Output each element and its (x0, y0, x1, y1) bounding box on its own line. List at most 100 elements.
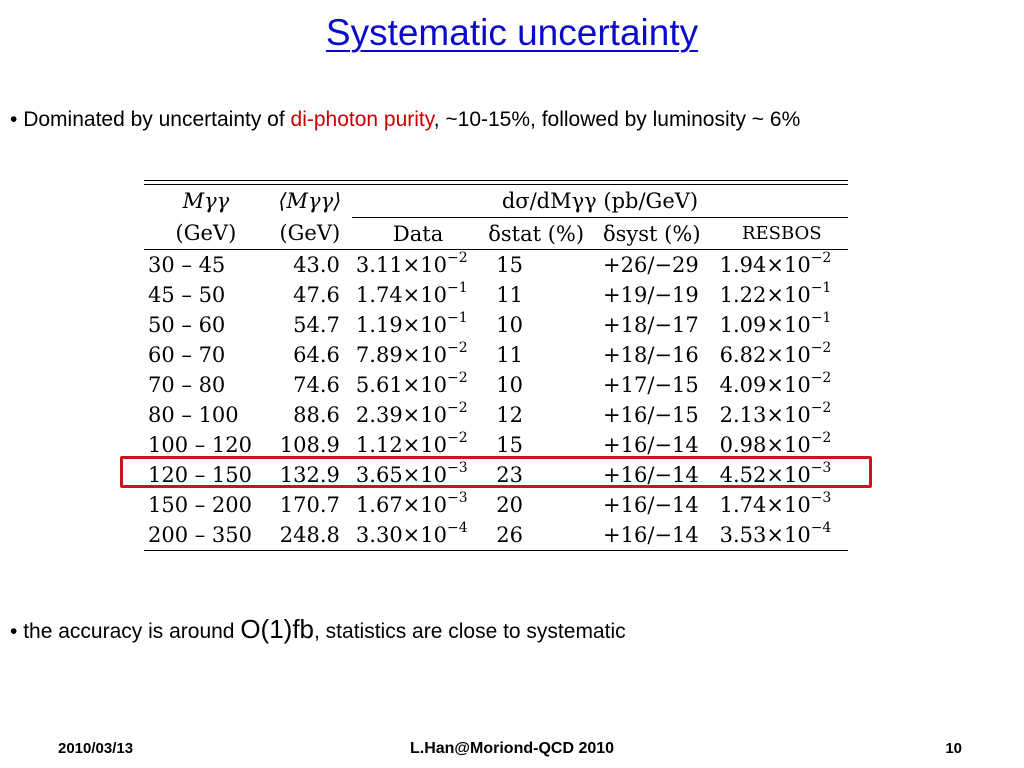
header-avg-mgg: ⟨Mγγ⟩ (278, 189, 342, 214)
cell-range: 100 – 120 (144, 430, 268, 460)
cell-resbos: 1.94×10−2 (716, 250, 848, 281)
cell-resbos: 0.98×10−2 (716, 430, 848, 460)
header-unit-gev-2: (GeV) (279, 221, 341, 246)
cell-data-value: 5.61×10 (355, 373, 447, 397)
cell-resbos-exponent: −2 (810, 370, 832, 386)
cell-avg-value: 54.7 (293, 313, 340, 337)
cell-syst: +19/−19 (599, 280, 716, 310)
table-row: 70 – 80 74.6 5.61×10−2 10 +17/−15 4.09×10−2 (144, 370, 848, 400)
cell-resbos-exponent: −1 (810, 310, 832, 326)
cell-stat: 10 (484, 370, 599, 400)
highlight-box-120-150 (120, 456, 872, 488)
cell-avg-value: 108.9 (279, 433, 340, 457)
cell-data-exponent: −3 (447, 460, 468, 476)
cell-avg: 170.7 (268, 490, 352, 520)
cell-stat-value: 10 (496, 313, 523, 337)
cell-data: 7.89×10−2 (352, 340, 484, 370)
cell-stat-value: 10 (496, 373, 523, 397)
cell-range-value: 80 – 100 (148, 403, 239, 427)
cell-stat-value: 15 (496, 253, 523, 277)
cell-resbos-value: 3.53×10 (719, 523, 811, 547)
cell-syst-value: +16/−14 (603, 523, 699, 547)
cell-data-value: 3.65×10 (355, 463, 447, 487)
cell-resbos: 6.82×10−2 (716, 340, 848, 370)
bullet-text-suffix: , ~10-15%, followed by luminosity ~ 6% (433, 108, 801, 131)
cell-stat-value: 23 (496, 463, 523, 487)
table-row: 60 – 70 64.6 7.89×10−2 11 +18/−16 6.82×10−2 (144, 340, 848, 370)
cell-avg-value: 170.7 (279, 493, 340, 517)
cell-stat-value: 12 (496, 403, 523, 427)
cell-syst-value: +16/−14 (603, 433, 699, 457)
cell-avg: 54.7 (268, 310, 352, 340)
cell-range: 120 – 150 (144, 460, 268, 490)
bullet-marker: • (10, 108, 18, 131)
cell-syst: +18/−16 (599, 340, 716, 370)
cell-data-exponent: −2 (447, 370, 468, 386)
cell-data-value: 2.39×10 (355, 403, 447, 427)
slide-title: Systematic uncertainty (325, 12, 699, 53)
header-stat: δstat (%) (488, 221, 585, 246)
cell-data: 1.74×10−1 (352, 280, 484, 310)
cell-syst: +16/−14 (599, 520, 716, 551)
table-header-row-2: (GeV) (GeV) Data δstat (%) δsyst (%) RES… (144, 218, 848, 250)
cell-resbos-exponent: −1 (810, 280, 832, 296)
cell-resbos-exponent: −3 (810, 460, 832, 476)
cross-section-table: Mγγ ⟨Mγγ⟩ dσ/dMγγ (pb/GeV) (GeV) (GeV) D… (144, 180, 848, 551)
cell-resbos: 2.13×10−2 (716, 400, 848, 430)
cell-data-exponent: −3 (447, 490, 468, 506)
cell-avg-value: 88.6 (293, 403, 340, 427)
cell-syst-value: +16/−14 (603, 463, 699, 487)
cell-data-value: 7.89×10 (355, 343, 447, 367)
cell-stat: 23 (484, 460, 599, 490)
cell-syst: +16/−14 (599, 430, 716, 460)
cell-syst-value: +16/−14 (603, 493, 699, 517)
bullet-text-suffix: , statistics are close to systematic (314, 620, 626, 643)
cell-resbos-value: 4.52×10 (719, 463, 811, 487)
cell-data-exponent: −1 (447, 310, 468, 326)
bullet-text-prefix: the accuracy is around (23, 620, 241, 643)
header-data: Data (392, 221, 444, 246)
cell-stat: 15 (484, 430, 599, 460)
cell-resbos: 1.22×10−1 (716, 280, 848, 310)
table-row: 120 – 150 132.9 3.65×10−3 23 +16/−14 4.52×10−… (144, 460, 848, 490)
cell-data-value: 3.11×10 (355, 253, 447, 277)
accuracy-value: O(1)fb (240, 614, 315, 644)
cell-syst-value: +18/−16 (603, 343, 699, 367)
cell-stat-value: 11 (496, 283, 523, 307)
cell-data: 3.30×10−4 (352, 520, 484, 551)
cell-avg: 132.9 (268, 460, 352, 490)
cell-range-value: 150 – 200 (148, 493, 253, 517)
cell-avg-value: 64.6 (293, 343, 340, 367)
cell-resbos: 4.09×10−2 (716, 370, 848, 400)
cell-syst-value: +19/−19 (603, 283, 699, 307)
cell-range: 70 – 80 (144, 370, 268, 400)
cell-data: 1.67×10−3 (352, 490, 484, 520)
cell-avg: 64.6 (268, 340, 352, 370)
cell-stat-value: 26 (496, 523, 523, 547)
cell-data-exponent: −2 (447, 340, 468, 356)
cell-avg: 47.6 (268, 280, 352, 310)
footer-author-conference: L.Han@Moriond-QCD 2010 (409, 740, 615, 757)
cell-resbos: 1.09×10−1 (716, 310, 848, 340)
cell-avg: 74.6 (268, 370, 352, 400)
cell-resbos-value: 4.09×10 (719, 373, 811, 397)
cell-range-value: 50 – 60 (148, 313, 226, 337)
cell-range-value: 60 – 70 (148, 343, 226, 367)
cell-resbos: 3.53×10−4 (716, 520, 848, 551)
cell-resbos-value: 1.94×10 (719, 253, 811, 277)
cell-resbos: 1.74×10−3 (716, 490, 848, 520)
table-row: 30 – 45 43.0 3.11×10−2 15 +26/−29 1.94×10−2 (144, 250, 848, 281)
cell-syst-value: +18/−17 (603, 313, 699, 337)
cell-syst: +26/−29 (599, 250, 716, 281)
cell-data-value: 1.74×10 (355, 283, 447, 307)
cell-stat: 20 (484, 490, 599, 520)
cell-syst: +16/−14 (599, 490, 716, 520)
cell-syst: +18/−17 (599, 310, 716, 340)
cell-range-value: 100 – 120 (148, 433, 253, 457)
cell-avg-value: 248.8 (279, 523, 340, 547)
table-row: 80 – 100 88.6 2.39×10−2 12 +16/−15 2.13×10−2 (144, 400, 848, 430)
cell-range: 150 – 200 (144, 490, 268, 520)
cell-syst: +16/−14 (599, 460, 716, 490)
cell-data: 3.11×10−2 (352, 250, 484, 281)
cell-range-value: 120 – 150 (148, 463, 253, 487)
